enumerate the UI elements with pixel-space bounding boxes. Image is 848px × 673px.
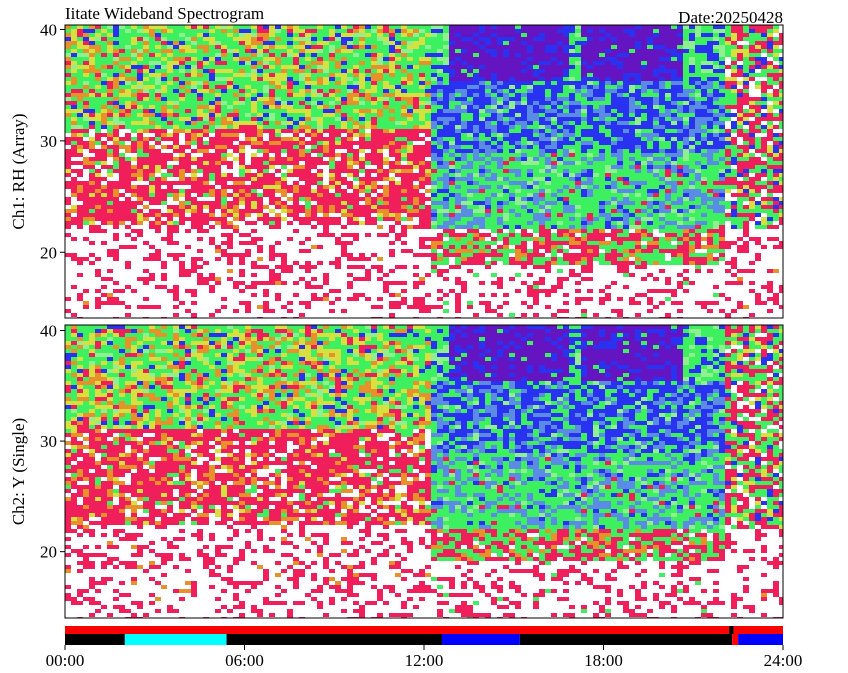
status-segment <box>124 634 227 645</box>
x-tick-label: 24:00 <box>764 651 803 668</box>
status-segment <box>519 634 733 645</box>
x-tick-label: 00:00 <box>46 651 85 668</box>
y-tick-label: 30 <box>40 432 57 451</box>
x-tick-label: 18:00 <box>584 651 623 668</box>
status-segment <box>738 634 783 645</box>
y-axis-label: Ch2: Y (Single) <box>9 418 28 525</box>
y-tick-label: 40 <box>40 20 57 39</box>
status-segment <box>732 634 739 645</box>
spectrogram-texture <box>65 25 783 318</box>
plot-frame <box>64 24 784 319</box>
y-tick-label: 30 <box>40 132 57 151</box>
spectrogram-texture <box>449 25 683 81</box>
status-segment <box>226 634 442 645</box>
y-tick-label: 20 <box>40 243 57 262</box>
y-tick-label: 40 <box>40 322 57 341</box>
chart-title: Iitate Wideband Spectrogram <box>65 4 264 23</box>
plot-frame <box>64 324 784 619</box>
date-label: Date:20250428 <box>678 8 783 27</box>
spectrogram-texture <box>65 25 725 229</box>
x-tick-label: 06:00 <box>225 651 264 668</box>
x-tick-label: 12:00 <box>405 651 444 668</box>
status-segment <box>441 634 520 645</box>
spectrogram-texture <box>65 325 783 618</box>
spectrogram-texture <box>65 325 783 618</box>
spectrogram-texture <box>65 325 783 529</box>
spectrogram-texture <box>65 325 783 529</box>
status-segment <box>65 626 730 634</box>
spectrogram-texture <box>71 325 725 529</box>
spectrogram-texture <box>431 81 725 229</box>
status-segment <box>65 634 125 645</box>
spectrogram-texture <box>431 381 725 529</box>
spectrogram-texture <box>65 25 783 229</box>
status-segment <box>729 626 734 634</box>
y-tick-label: 20 <box>40 543 57 562</box>
y-axis-label: Ch1: RH (Array) <box>9 113 28 229</box>
spectrogram-texture <box>449 325 683 381</box>
status-segment <box>733 626 783 634</box>
